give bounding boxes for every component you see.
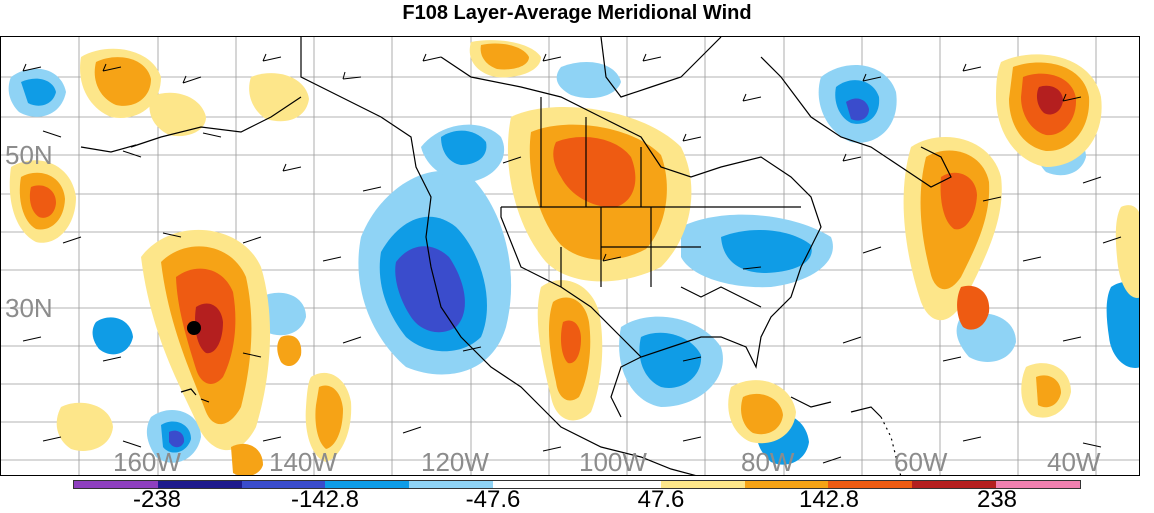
colorbar-swatch [660,481,745,488]
colorbar-label: 142.8 [798,486,860,513]
lon-label-160w: 160W [113,447,181,476]
lon-label-40w: 40W [1047,447,1101,476]
negative-wind-contours [8,62,1139,465]
colorbar-legend [73,480,1081,489]
colorbar-swatch [241,481,326,488]
lat-label-30n: 30N [5,293,53,323]
colorbar-swatch [157,481,242,488]
colorbar-label: 238 [976,486,1018,513]
lon-label-60w: 60W [894,447,948,476]
lon-label-120w: 120W [421,447,489,476]
map-canvas [1,37,1139,475]
map-plot-area[interactable]: 50N 30N 160W 140W 120W 100W 80W 60W 40W [0,36,1140,476]
positive-wind-contours [9,40,1139,475]
colorbar-swatch [325,481,410,488]
colorbar-swatch [996,481,1080,488]
colorbar-swatch [744,481,829,488]
colorbar-swatch [493,481,577,488]
location-dot-icon[interactable] [187,321,201,335]
colorbar-swatch [576,481,661,488]
colorbar-label: -142.8 [290,486,360,513]
map-title: F108 Layer-Average Meridional Wind [402,2,752,24]
coastlines [80,37,952,475]
lon-label-80w: 80W [741,447,795,476]
lon-label-100w: 100W [579,447,647,476]
wind-barbs [22,53,1122,464]
colorbar-label: 47.6 [637,486,685,513]
colorbar-swatch [74,481,158,488]
colorbar-swatch [828,481,913,488]
colorbar-label: -238 [132,486,182,513]
colorbar-swatch [409,481,494,488]
lon-label-140w: 140W [269,447,337,476]
colorbar-swatch [912,481,997,488]
colorbar-label: -47.6 [465,486,521,513]
lat-label-50n: 50N [5,140,53,170]
